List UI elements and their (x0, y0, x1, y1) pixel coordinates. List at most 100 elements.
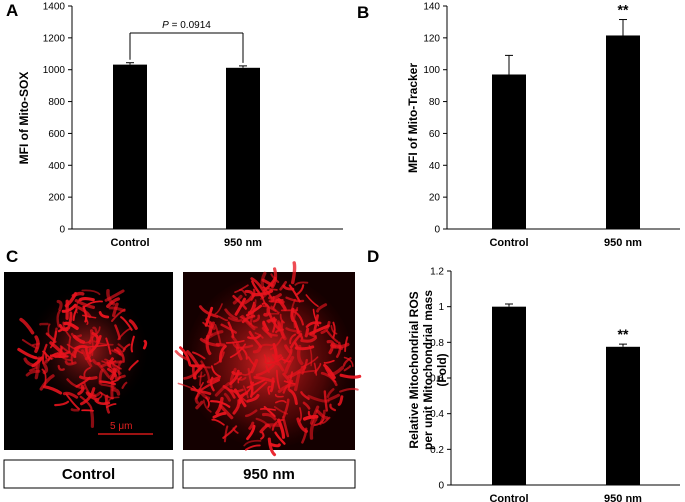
mitochondrion (275, 328, 285, 334)
mitochondrion (246, 393, 260, 403)
mitochondrion (114, 324, 121, 340)
mitochondrion (218, 315, 229, 322)
mitochondrion (323, 390, 328, 412)
mitochondrion (251, 289, 274, 297)
mitochondrion (300, 391, 310, 400)
mitochondrion (39, 374, 55, 391)
mitochondrion (252, 314, 261, 323)
mitochondrion (91, 331, 100, 343)
mitochondrion (300, 336, 318, 343)
mitochondrion (96, 362, 110, 378)
mitochondrion (85, 317, 89, 325)
mitochondrion (267, 319, 277, 324)
mitochondrion (326, 388, 335, 399)
mitochondrion (197, 373, 206, 378)
mitochondrion (120, 316, 133, 331)
y-axis-title: MFI of Mito-SOX (17, 72, 31, 165)
mitochondrion (91, 392, 101, 397)
mitochondrion (304, 327, 310, 338)
mitochondrion (279, 313, 285, 324)
mitochondrion (249, 381, 254, 398)
mitochondrion (265, 365, 270, 373)
mitochondrion (210, 365, 222, 378)
mitochondrion (106, 297, 121, 308)
mitochondrion (202, 399, 212, 413)
mitochondrion (186, 350, 201, 370)
mitochondrion (313, 418, 325, 427)
mitochondrion (263, 307, 271, 317)
category-label: 950 nm (604, 493, 642, 502)
mitochondrion (293, 371, 301, 392)
mitochondrion (229, 369, 240, 386)
mitochondrion (205, 396, 210, 408)
mitochondrion (68, 336, 72, 353)
mitochondrion (73, 345, 88, 350)
mitochondrion (107, 367, 117, 378)
mitochondrion (92, 326, 101, 338)
mitochondrion (308, 332, 317, 338)
mitochondrion (193, 366, 203, 380)
y-axis-title-line: per unit Mitochondrial mass (421, 290, 435, 450)
y-tick-label: 0.4 (430, 409, 444, 420)
mitochondrion (61, 303, 77, 313)
mitochondrion (251, 280, 264, 299)
bar (492, 74, 526, 229)
mitochondrion (244, 409, 258, 418)
mitochondrion (128, 359, 139, 371)
y-tick-label: 140 (423, 2, 440, 13)
y-tick-label: 1 (438, 302, 444, 313)
mitochondrion (268, 312, 280, 316)
mitochondrion (107, 396, 120, 403)
mitochondrion (290, 307, 295, 322)
mitochondrion (199, 371, 203, 386)
mitochondrion (267, 385, 271, 395)
mitochondrion (195, 381, 204, 400)
mitochondrion (244, 444, 261, 451)
mitochondrion (231, 341, 239, 349)
mitochondrion (273, 406, 288, 415)
mitochondrion (198, 305, 219, 318)
chart-d: 0 0.2 0.4 0.6 0.8 1 1.2 Control 950 nm ** Relative… (407, 267, 680, 502)
panel-c: C 5 μm Control 950 nm (3, 247, 362, 489)
mitochondrion (324, 367, 337, 383)
mitochondrion (200, 365, 211, 369)
mitochondrion (327, 366, 344, 377)
mitochondrion (94, 399, 111, 406)
mitochondrion (289, 333, 303, 349)
mitochondrion (250, 299, 257, 316)
mitochondrion (211, 418, 225, 426)
mitochondrion (291, 261, 297, 285)
y-tick-label: 100 (423, 65, 440, 76)
chart-b: 0 20 40 60 80 100 120 140 Control 950 nm ** MFI of … (406, 2, 680, 249)
mitochondrion (98, 368, 104, 385)
mitochondrion (107, 357, 114, 368)
mitochondrion (19, 317, 35, 335)
mitochondrion (312, 314, 319, 335)
mitochondrion (81, 349, 93, 368)
mitochondrion (285, 296, 305, 303)
laser-mitochondria (174, 261, 362, 457)
panel-b: B 0 20 40 60 80 100 120 140 Control 950 nm ** MFI o… (357, 2, 680, 249)
control-mitochondria (17, 288, 148, 428)
y-tick-label: 600 (48, 129, 65, 140)
category-label: 950 nm (224, 237, 262, 249)
mitochondrion (87, 344, 108, 348)
y-axis-title: MFI of Mito-Tracker (406, 63, 420, 173)
mitochondrion (57, 327, 69, 333)
mitochondrion (111, 349, 123, 357)
mitochondrion (227, 388, 244, 393)
y-axis-title-line: (Fold) (435, 353, 449, 386)
mitochondrion (34, 335, 40, 353)
mitochondrion (244, 289, 255, 298)
control-image-label-box (3, 459, 174, 489)
y-tick-label: 40 (429, 161, 441, 172)
mitochondrion (64, 360, 77, 366)
mitochondrion (111, 361, 122, 375)
mitochondrion (54, 400, 70, 407)
mitochondrion (262, 305, 277, 312)
mitochondrion (74, 304, 92, 318)
mitochondrion (231, 370, 243, 376)
mitochondrion (104, 395, 107, 405)
mitochondrion (67, 311, 73, 330)
mitochondrion (105, 394, 111, 414)
